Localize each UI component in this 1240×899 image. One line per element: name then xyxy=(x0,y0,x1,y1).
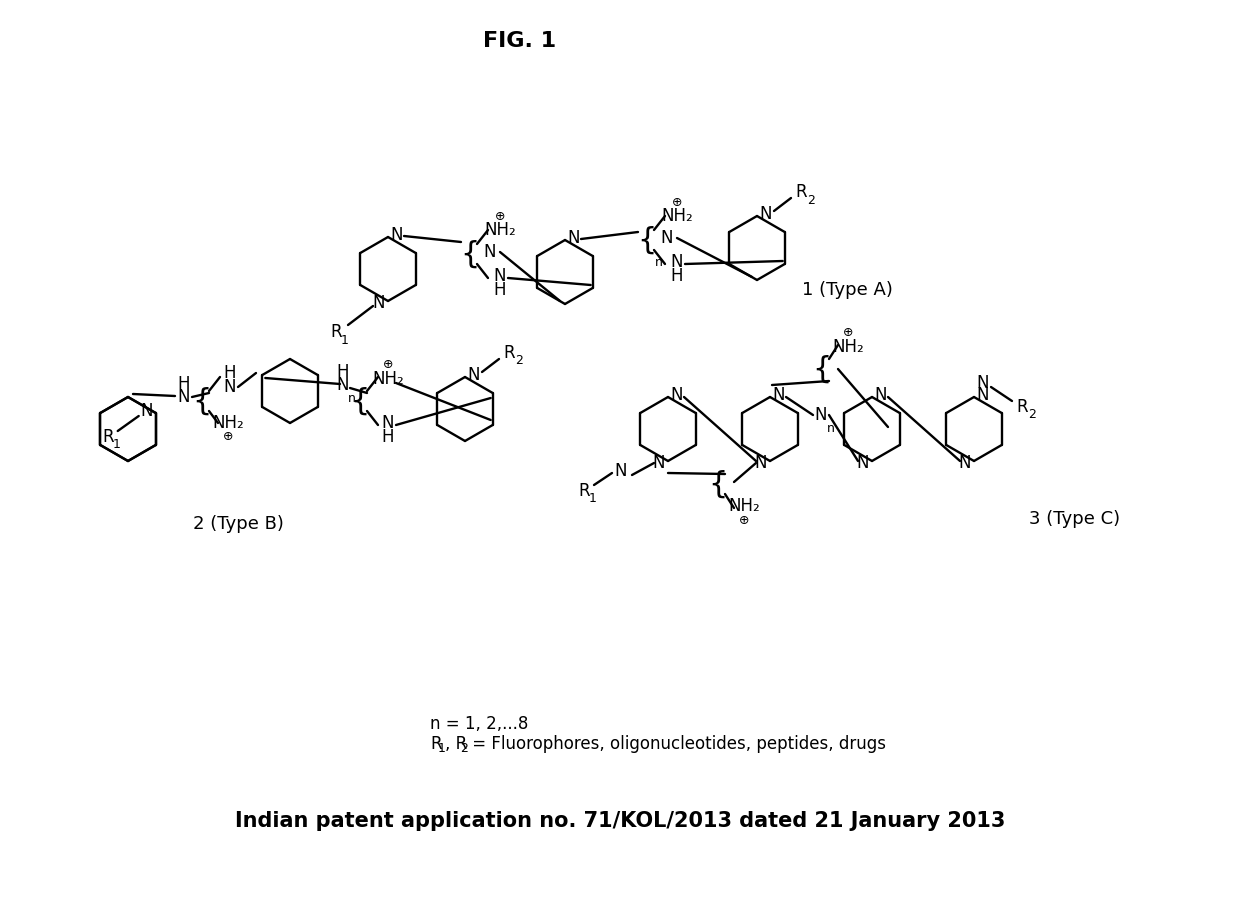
Text: N: N xyxy=(857,454,869,472)
Text: ⊕: ⊕ xyxy=(672,197,682,209)
Text: 1: 1 xyxy=(438,743,446,755)
Text: N: N xyxy=(661,229,673,247)
Text: n: n xyxy=(348,391,356,405)
Text: {: { xyxy=(351,387,370,415)
Text: N: N xyxy=(959,454,971,472)
Text: NH₂: NH₂ xyxy=(484,221,516,239)
Text: N: N xyxy=(760,205,773,223)
Text: ⊕: ⊕ xyxy=(383,359,393,371)
Text: 2: 2 xyxy=(515,354,523,368)
Text: 3 (Type C): 3 (Type C) xyxy=(1029,510,1120,528)
Text: N: N xyxy=(140,402,153,420)
Text: = Fluorophores, oligonucleotides, peptides, drugs: = Fluorophores, oligonucleotides, peptid… xyxy=(467,735,887,753)
Text: H: H xyxy=(494,281,506,299)
Text: N: N xyxy=(382,414,394,432)
Text: 1 (Type A): 1 (Type A) xyxy=(802,281,893,299)
Text: 2: 2 xyxy=(1028,408,1035,422)
Text: {: { xyxy=(192,387,212,415)
Text: 1: 1 xyxy=(113,439,120,451)
Text: n = 1, 2,...8: n = 1, 2,...8 xyxy=(430,715,528,733)
Text: N: N xyxy=(773,386,785,404)
Text: N: N xyxy=(494,267,506,285)
Text: {: { xyxy=(460,239,480,269)
Text: H: H xyxy=(382,428,394,446)
Text: N: N xyxy=(977,386,990,404)
Text: 2: 2 xyxy=(807,193,815,207)
Text: N: N xyxy=(177,388,190,406)
Text: H: H xyxy=(671,267,683,285)
Text: {: { xyxy=(812,354,832,384)
Text: R: R xyxy=(1017,398,1028,416)
Text: N: N xyxy=(373,294,386,312)
Text: 2: 2 xyxy=(460,743,467,755)
Text: ⊕: ⊕ xyxy=(223,431,233,443)
Text: NH₂: NH₂ xyxy=(372,370,404,388)
Text: N: N xyxy=(223,378,237,396)
Text: N: N xyxy=(874,386,888,404)
Text: N: N xyxy=(568,229,580,247)
Text: N: N xyxy=(391,226,403,244)
Text: N: N xyxy=(977,374,990,392)
Text: H: H xyxy=(223,364,237,382)
Text: 1: 1 xyxy=(341,334,348,348)
Text: N: N xyxy=(671,386,683,404)
Text: ⊕: ⊕ xyxy=(843,326,853,340)
Text: R: R xyxy=(578,482,590,500)
Text: N: N xyxy=(484,243,496,261)
Text: N: N xyxy=(755,454,768,472)
Text: N: N xyxy=(815,406,827,424)
Text: Indian patent application no. 71/KOL/2013 dated 21 January 2013: Indian patent application no. 71/KOL/201… xyxy=(234,811,1006,831)
Text: NH₂: NH₂ xyxy=(212,414,244,432)
Text: n: n xyxy=(827,422,835,434)
Text: N: N xyxy=(337,376,350,394)
Text: ⊕: ⊕ xyxy=(739,513,749,527)
Text: R: R xyxy=(330,323,342,341)
Text: NH₂: NH₂ xyxy=(728,497,760,515)
Text: ⊕: ⊕ xyxy=(495,210,505,224)
Text: N: N xyxy=(615,462,627,480)
Text: NH₂: NH₂ xyxy=(661,207,693,225)
Text: , R: , R xyxy=(445,735,467,753)
Text: N: N xyxy=(671,253,683,271)
Text: 1: 1 xyxy=(589,493,596,505)
Text: H: H xyxy=(337,363,350,381)
Text: FIG. 1: FIG. 1 xyxy=(484,31,557,51)
Text: R: R xyxy=(430,735,441,753)
Text: H: H xyxy=(177,375,190,393)
Text: R: R xyxy=(795,183,807,201)
Text: N: N xyxy=(652,454,665,472)
Text: R: R xyxy=(102,428,114,446)
Text: 2 (Type B): 2 (Type B) xyxy=(192,515,284,533)
Text: NH₂: NH₂ xyxy=(832,338,864,356)
Text: n: n xyxy=(655,255,663,269)
Text: {: { xyxy=(708,469,728,499)
Text: R: R xyxy=(503,344,515,362)
Text: N: N xyxy=(467,366,480,384)
Text: {: { xyxy=(637,226,657,254)
